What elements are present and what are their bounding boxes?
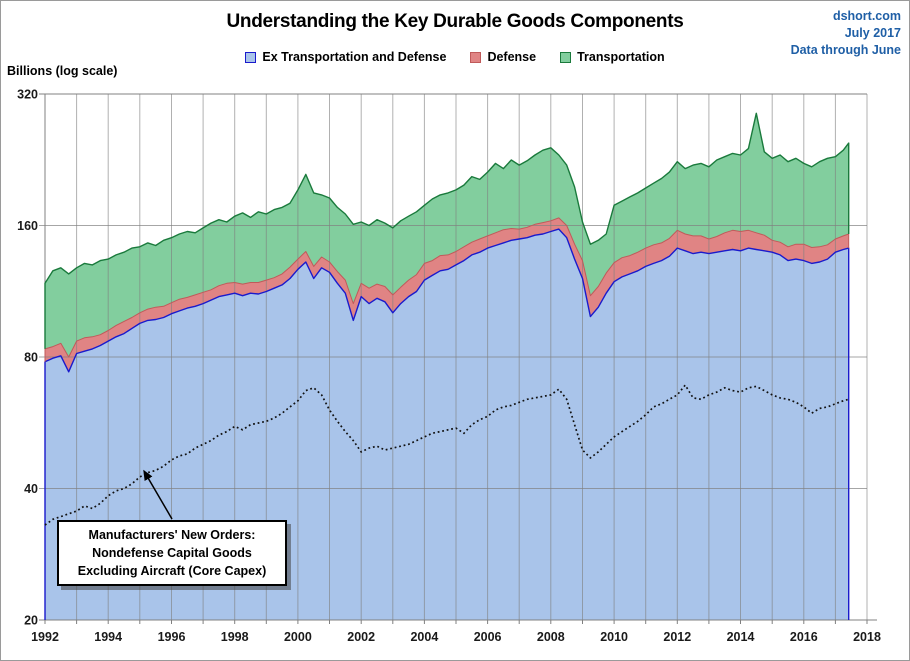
edge-defense xyxy=(44,217,850,362)
y-tick-label: 80 xyxy=(24,351,38,365)
x-tick-label: 1998 xyxy=(221,630,249,644)
x-tick-label: 2000 xyxy=(284,630,312,644)
y-tick-label: 20 xyxy=(24,614,38,628)
page-title: Understanding the Key Durable Goods Comp… xyxy=(226,11,684,32)
legend-label: Ex Transportation and Defense xyxy=(262,50,447,64)
legend-label: Defense xyxy=(487,50,537,64)
x-tick-label: 2014 xyxy=(727,630,755,644)
source-block: dshort.com July 2017 Data through June xyxy=(791,8,901,59)
core-capex-dotted-line xyxy=(44,383,849,526)
callout-arrow xyxy=(143,469,173,520)
legend-item-transportation: Transportation xyxy=(560,50,665,64)
legend-swatch-green xyxy=(560,51,572,63)
legend-label: Transportation xyxy=(577,50,665,64)
y-tick-label: 160 xyxy=(17,219,38,233)
x-tick-label: 2018 xyxy=(853,630,881,644)
x-tick-label: 2002 xyxy=(347,630,375,644)
legend: Ex Transportation and Defense Defense Tr… xyxy=(0,50,910,64)
capex-callout-box: Manufacturers' New Orders: Nondefense Ca… xyxy=(57,520,287,586)
y-tick-label: 320 xyxy=(17,88,38,102)
area-defense xyxy=(45,217,849,372)
x-tick-label: 1996 xyxy=(158,630,186,644)
x-tick-label: 1992 xyxy=(31,630,59,644)
source-data-note: Data through June xyxy=(790,43,901,57)
edge-transportation xyxy=(44,112,850,349)
legend-swatch-blue xyxy=(245,51,257,63)
source-site: dshort.com xyxy=(832,9,901,23)
legend-item-defense: Defense xyxy=(470,50,536,64)
legend-item-ex-transportation-defense: Ex Transportation and Defense xyxy=(245,50,446,64)
y-axis-note: Billions (log scale) xyxy=(7,64,118,78)
x-tick-label: 2016 xyxy=(790,630,818,644)
y-tick-label: 40 xyxy=(24,482,38,496)
capex-callout-line1: Manufacturers' New Orders: xyxy=(88,528,256,542)
capex-callout-line3: Excluding Aircraft (Core Capex) xyxy=(77,564,267,578)
x-tick-label: 2012 xyxy=(663,630,691,644)
x-tick-label: 2008 xyxy=(537,630,565,644)
edge-ex-transportation-defense xyxy=(44,228,850,620)
x-tick-label: 2010 xyxy=(600,630,628,644)
source-date: July 2017 xyxy=(844,26,901,40)
x-tick-label: 1994 xyxy=(94,630,122,644)
legend-swatch-red xyxy=(470,51,482,63)
x-tick-label: 2006 xyxy=(474,630,502,644)
area-transportation xyxy=(45,113,849,357)
x-tick-label: 2004 xyxy=(410,630,438,644)
capex-callout-line2: Nondefense Capital Goods xyxy=(92,546,252,560)
